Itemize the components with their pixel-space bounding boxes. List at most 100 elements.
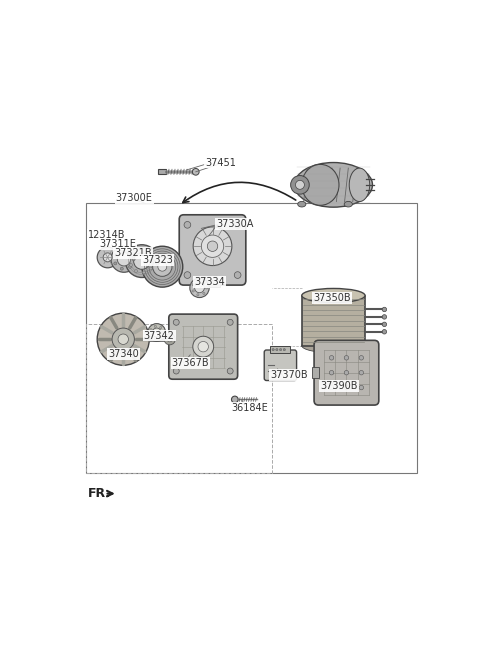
Circle shape — [167, 336, 172, 342]
Circle shape — [159, 336, 162, 338]
Circle shape — [133, 253, 150, 269]
Circle shape — [159, 327, 162, 328]
Circle shape — [120, 267, 123, 270]
Ellipse shape — [349, 168, 370, 202]
Text: 36184E: 36184E — [231, 403, 268, 413]
Circle shape — [173, 368, 179, 374]
Circle shape — [382, 307, 386, 311]
Circle shape — [198, 342, 208, 352]
Circle shape — [143, 271, 145, 274]
Bar — [270, 346, 290, 353]
Circle shape — [359, 355, 363, 360]
Circle shape — [117, 252, 131, 266]
Circle shape — [130, 256, 132, 259]
Text: 37334: 37334 — [194, 277, 225, 286]
Circle shape — [279, 348, 282, 351]
Circle shape — [296, 181, 304, 189]
Circle shape — [195, 283, 204, 293]
Text: 37390B: 37390B — [321, 380, 358, 391]
Circle shape — [148, 324, 166, 342]
Bar — [158, 170, 166, 174]
Circle shape — [192, 290, 194, 292]
Circle shape — [132, 258, 135, 261]
Circle shape — [329, 355, 334, 360]
Circle shape — [359, 371, 363, 375]
Circle shape — [150, 328, 152, 331]
Circle shape — [283, 348, 286, 351]
Circle shape — [184, 221, 191, 228]
Circle shape — [97, 247, 118, 268]
Ellipse shape — [302, 338, 365, 353]
Ellipse shape — [294, 162, 372, 207]
Circle shape — [142, 246, 183, 287]
Text: 37367B: 37367B — [172, 359, 209, 369]
Bar — [312, 367, 319, 378]
Circle shape — [276, 348, 278, 351]
FancyBboxPatch shape — [264, 350, 297, 380]
Bar — [205, 280, 220, 287]
Circle shape — [197, 294, 199, 296]
Circle shape — [158, 262, 167, 271]
Circle shape — [290, 175, 309, 194]
Circle shape — [193, 336, 214, 357]
FancyBboxPatch shape — [314, 340, 379, 405]
Circle shape — [153, 257, 172, 277]
Circle shape — [114, 262, 117, 265]
Circle shape — [134, 269, 138, 273]
Circle shape — [154, 338, 156, 340]
Circle shape — [329, 371, 334, 375]
Circle shape — [149, 267, 152, 270]
Circle shape — [154, 325, 156, 327]
Circle shape — [184, 272, 191, 279]
Bar — [302, 296, 365, 346]
Circle shape — [143, 248, 145, 251]
Bar — [86, 204, 417, 473]
Circle shape — [164, 334, 175, 345]
Circle shape — [129, 250, 132, 253]
Circle shape — [173, 319, 179, 325]
Circle shape — [227, 368, 233, 374]
Text: 37323: 37323 — [142, 256, 173, 265]
Circle shape — [130, 263, 132, 267]
Circle shape — [344, 386, 348, 390]
Text: 37300E: 37300E — [116, 193, 153, 203]
Text: 37370B: 37370B — [270, 370, 308, 380]
Circle shape — [112, 328, 134, 350]
Bar — [86, 325, 272, 473]
Circle shape — [134, 250, 138, 252]
Circle shape — [227, 319, 233, 325]
Circle shape — [114, 254, 117, 256]
Circle shape — [203, 292, 205, 294]
Circle shape — [203, 281, 205, 283]
Circle shape — [162, 331, 164, 334]
Text: 37330A: 37330A — [216, 219, 253, 229]
Text: 37321B: 37321B — [114, 248, 152, 258]
Circle shape — [192, 284, 194, 286]
Circle shape — [202, 235, 224, 258]
Text: 37342: 37342 — [144, 330, 175, 340]
Circle shape — [152, 260, 155, 263]
Circle shape — [152, 328, 161, 337]
Text: 12314B: 12314B — [88, 230, 125, 240]
Text: 37350B: 37350B — [313, 293, 350, 304]
Circle shape — [207, 241, 218, 252]
Circle shape — [125, 245, 158, 277]
Circle shape — [234, 272, 241, 279]
Circle shape — [359, 386, 363, 390]
Circle shape — [118, 334, 129, 344]
Ellipse shape — [298, 202, 306, 207]
Text: 37451: 37451 — [205, 158, 236, 168]
Circle shape — [111, 246, 137, 272]
Circle shape — [231, 396, 238, 403]
Circle shape — [382, 322, 386, 327]
Text: 37340: 37340 — [108, 349, 139, 359]
Circle shape — [344, 371, 348, 375]
Circle shape — [97, 313, 149, 365]
Circle shape — [190, 278, 209, 298]
Circle shape — [193, 227, 232, 265]
Ellipse shape — [344, 202, 352, 207]
Text: 37311E: 37311E — [99, 239, 136, 250]
Text: FR.: FR. — [88, 487, 111, 500]
Circle shape — [192, 168, 199, 175]
Circle shape — [149, 252, 152, 255]
